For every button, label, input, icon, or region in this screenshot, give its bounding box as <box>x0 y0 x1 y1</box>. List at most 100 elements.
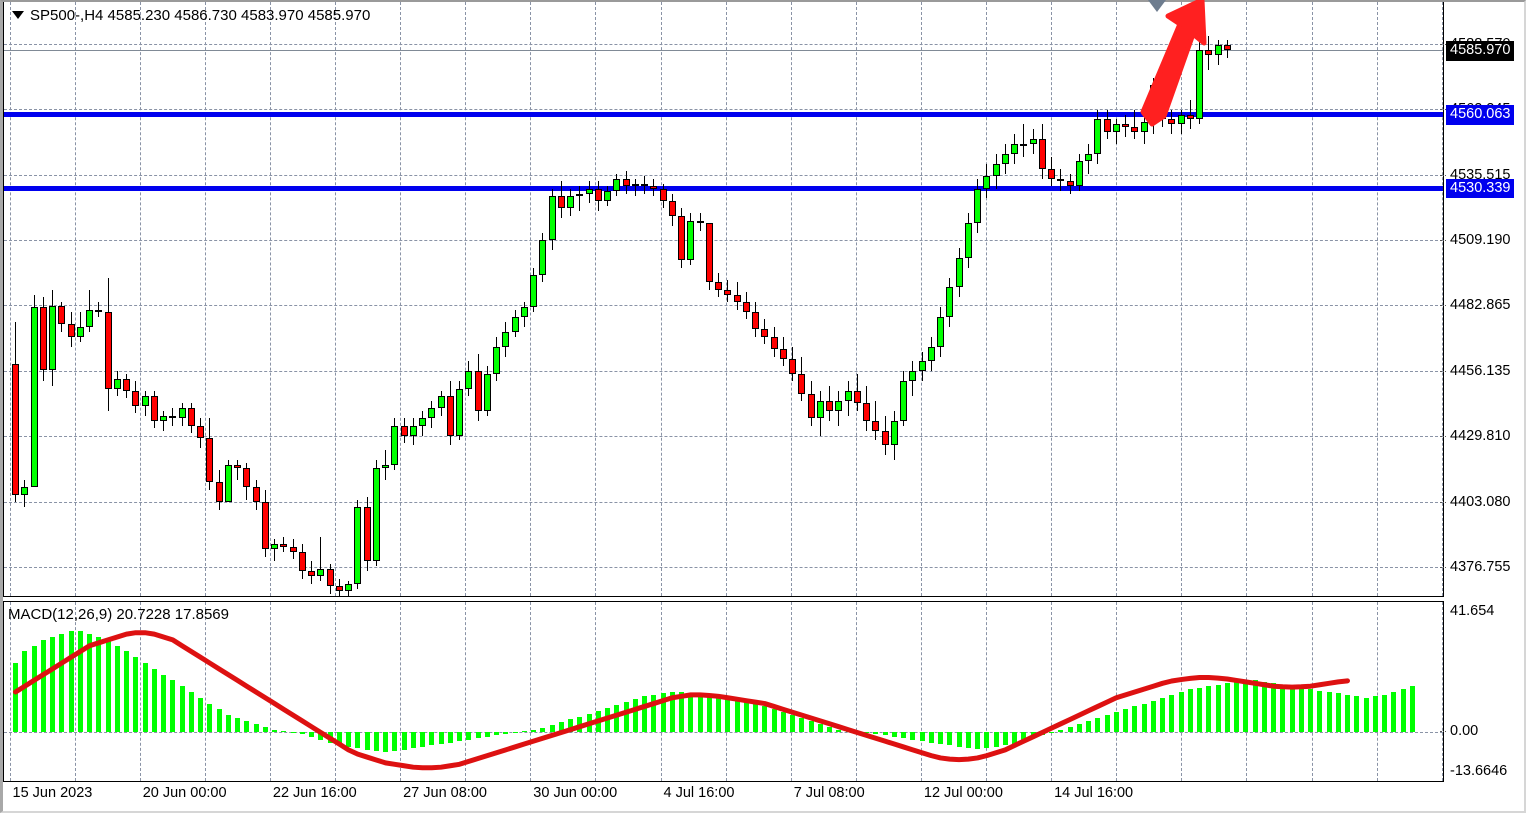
candle-body <box>872 420 880 431</box>
candle-body <box>604 191 611 201</box>
candle-body <box>169 415 177 419</box>
macd-histogram-bar <box>928 732 934 743</box>
vertical-gridline <box>1311 2 1313 596</box>
time-axis[interactable]: 15 Jun 2023 20 Jun 00:00 22 Jun 16:00 27 Ju… <box>3 783 1444 811</box>
macd-histogram-bar <box>642 696 647 733</box>
macd-histogram-bar <box>697 694 703 733</box>
macd-histogram-bar <box>1104 715 1110 733</box>
axis-tick <box>1440 305 1446 306</box>
candle-body <box>206 438 214 483</box>
macd-plot-area[interactable] <box>4 602 1443 781</box>
candle-body <box>372 467 380 562</box>
candle-body <box>363 507 371 562</box>
price-axis-label: 4509.190 <box>1450 232 1511 248</box>
candle-body <box>289 546 297 552</box>
macd-histogram-bar <box>364 732 370 750</box>
candle-wick <box>237 460 238 480</box>
candle-body <box>705 223 713 283</box>
macd-histogram-bar <box>447 732 453 743</box>
candle-body <box>215 482 223 503</box>
vertical-gridline <box>660 602 662 781</box>
time-axis-label: 15 Jun 2023 <box>12 785 93 801</box>
down-triangle-marker-icon <box>1148 0 1166 12</box>
candle-body <box>789 358 796 374</box>
time-axis-label: 14 Jul 16:00 <box>1054 785 1134 801</box>
vertical-gridline <box>335 2 336 596</box>
macd-axis[interactable]: 41.654 0.00 -13.6646 <box>1440 601 1524 782</box>
macd-histogram-bar <box>1095 718 1101 733</box>
macd-histogram-bar <box>475 732 481 739</box>
last-price-line <box>4 50 1443 52</box>
macd-histogram-bar <box>235 718 240 733</box>
level-price-label[interactable]: 4530.339 <box>1446 178 1515 199</box>
macd-histogram-bar <box>901 732 906 739</box>
macd-histogram-bar <box>105 639 111 733</box>
macd-histogram-bar <box>827 726 832 733</box>
triangle-down-icon[interactable] <box>12 11 24 20</box>
candle-body <box>317 568 325 577</box>
macd-histogram-bar <box>753 703 758 733</box>
macd-histogram-bar <box>50 637 55 733</box>
candle-body <box>631 183 639 187</box>
macd-histogram-bar <box>1298 687 1304 733</box>
macd-histogram-bar <box>873 732 879 734</box>
candle-body <box>1094 119 1102 155</box>
price-chart-panel[interactable]: SP500-,H4 4585.230 4586.730 4583.970 458… <box>3 2 1444 597</box>
time-axis-label: 30 Jun 00:00 <box>533 785 618 801</box>
macd-histogram-bar <box>651 694 657 733</box>
level-price-label[interactable]: 4560.063 <box>1446 105 1515 126</box>
vertical-gridline <box>986 2 987 596</box>
candle-body <box>835 400 843 411</box>
macd-histogram-bar <box>1206 686 1212 733</box>
macd-histogram-bar <box>910 732 916 740</box>
macd-histogram-bar <box>420 732 425 747</box>
candle-body <box>58 305 66 325</box>
macd-histogram-bar <box>1178 691 1184 733</box>
macd-chart-panel[interactable]: MACD(12,26,9) 20.7228 17.8569 <box>3 601 1444 782</box>
macd-histogram-bar <box>31 645 37 733</box>
time-axis-label: 22 Jun 16:00 <box>272 785 357 801</box>
candle-body <box>900 381 907 421</box>
candle-wick <box>1115 119 1117 145</box>
vertical-gridline <box>465 602 467 781</box>
candle-body <box>724 289 732 295</box>
candle-body <box>974 188 981 224</box>
macd-histogram-bar <box>1391 691 1397 733</box>
candle-body <box>261 502 269 550</box>
macd-axis-label: 0.00 <box>1450 723 1479 740</box>
vertical-gridline <box>204 2 206 596</box>
candle-body <box>696 220 704 224</box>
candle-body <box>520 307 528 317</box>
candle-body <box>1048 168 1055 179</box>
macd-histogram-bar <box>947 732 953 746</box>
macd-histogram-bar <box>984 732 990 749</box>
macd-histogram-bar <box>392 732 398 752</box>
macd-histogram-bar <box>1002 732 1008 746</box>
macd-histogram-bar <box>124 651 129 733</box>
macd-histogram-bar <box>531 729 536 733</box>
horizontal-gridline <box>4 371 1443 372</box>
price-plot-area[interactable] <box>4 2 1443 596</box>
price-axis[interactable]: 4588.5704562.2454535.5154509.1904482.865… <box>1440 2 1524 597</box>
macd-histogram-bar <box>299 732 305 734</box>
macd-histogram-bar <box>225 715 231 733</box>
macd-histogram-bar <box>817 723 823 733</box>
candle-body <box>863 403 870 421</box>
candle-body <box>141 396 149 406</box>
candle-body <box>826 400 833 411</box>
macd-histogram-bar <box>1224 683 1230 733</box>
macd-histogram-bar <box>1012 732 1017 745</box>
vertical-gridline <box>335 602 336 781</box>
macd-histogram-bar <box>1363 697 1369 733</box>
candle-body <box>21 487 29 495</box>
macd-histogram-bar <box>1021 732 1027 742</box>
candle-wick <box>274 539 275 562</box>
macd-histogram-bar <box>1169 694 1175 733</box>
candle-body <box>1122 124 1129 127</box>
last-price-label[interactable]: 4585.970 <box>1446 41 1515 62</box>
candle-body <box>502 331 510 347</box>
candle-body <box>659 188 667 201</box>
time-axis-label: 4 Jul 16:00 <box>663 785 735 801</box>
candle-wick <box>163 410 164 431</box>
